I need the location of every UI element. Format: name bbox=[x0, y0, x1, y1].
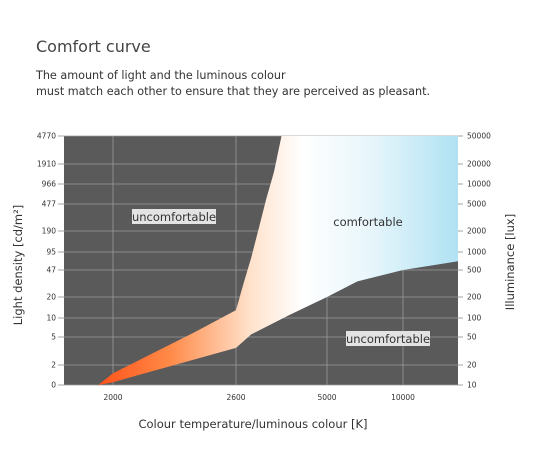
y-right-tick-label: 20000 bbox=[467, 160, 491, 169]
zone-label-uncomfortable: uncomfortable bbox=[132, 210, 216, 224]
comfort-band bbox=[98, 136, 459, 385]
y-right-tick-label: 50 bbox=[467, 333, 477, 342]
y-right-tick-label: 20 bbox=[467, 361, 477, 370]
x-tick-label: 2000 bbox=[103, 393, 122, 402]
y-left-tick-label: 190 bbox=[42, 227, 57, 236]
subtitle-line-2: must match each other to ensure that the… bbox=[36, 85, 431, 98]
y-left-tick-label: 5 bbox=[51, 333, 56, 342]
chart-subtitle: The amount of light and the luminous col… bbox=[36, 68, 516, 100]
y-right-tick-label: 10000 bbox=[467, 180, 491, 189]
y-left-tick-label: 1910 bbox=[37, 160, 56, 169]
y-axis-left-title: Light density [cd/m²] bbox=[11, 205, 25, 325]
y-right-tick-label: 10 bbox=[467, 381, 477, 390]
chart-title: Comfort curve bbox=[36, 37, 151, 56]
zone-label-comfortable: comfortable bbox=[333, 215, 403, 229]
x-tick-label: 5000 bbox=[317, 393, 336, 402]
y-left-tick-label: 95 bbox=[46, 248, 56, 257]
y-right-tick-label: 200 bbox=[467, 293, 482, 302]
y-right-tick-label: 1000 bbox=[467, 248, 486, 257]
y-right-tick-label: 5000 bbox=[467, 200, 486, 209]
y-left-tick-label: 2 bbox=[51, 361, 56, 370]
zone-label-bg-0 bbox=[132, 209, 216, 224]
x-tick-label: 10000 bbox=[391, 393, 415, 402]
x-tick-label: 2600 bbox=[226, 393, 245, 402]
y-left-tick-label: 4770 bbox=[37, 132, 56, 141]
zone-label-uncomfortable: uncomfortable bbox=[346, 332, 430, 346]
y-axis-right-title: Illuminance [lux] bbox=[503, 214, 517, 310]
y-left-tick-label: 477 bbox=[42, 200, 57, 209]
y-right-tick-label: 50000 bbox=[467, 132, 491, 141]
y-left-tick-label: 0 bbox=[51, 381, 56, 390]
y-left-tick-label: 966 bbox=[42, 180, 57, 189]
subtitle-line-1: The amount of light and the luminous col… bbox=[36, 69, 286, 82]
y-left-tick-label: 20 bbox=[46, 293, 56, 302]
y-left-tick-label: 10 bbox=[46, 314, 56, 323]
x-axis-title: Colour temperature/luminous colour [K] bbox=[138, 417, 367, 431]
y-left-tick-label: 47 bbox=[46, 266, 56, 275]
y-right-tick-label: 500 bbox=[467, 266, 482, 275]
y-right-tick-label: 100 bbox=[467, 314, 482, 323]
y-right-tick-label: 2000 bbox=[467, 227, 486, 236]
zone-label-bg-2 bbox=[346, 331, 430, 346]
